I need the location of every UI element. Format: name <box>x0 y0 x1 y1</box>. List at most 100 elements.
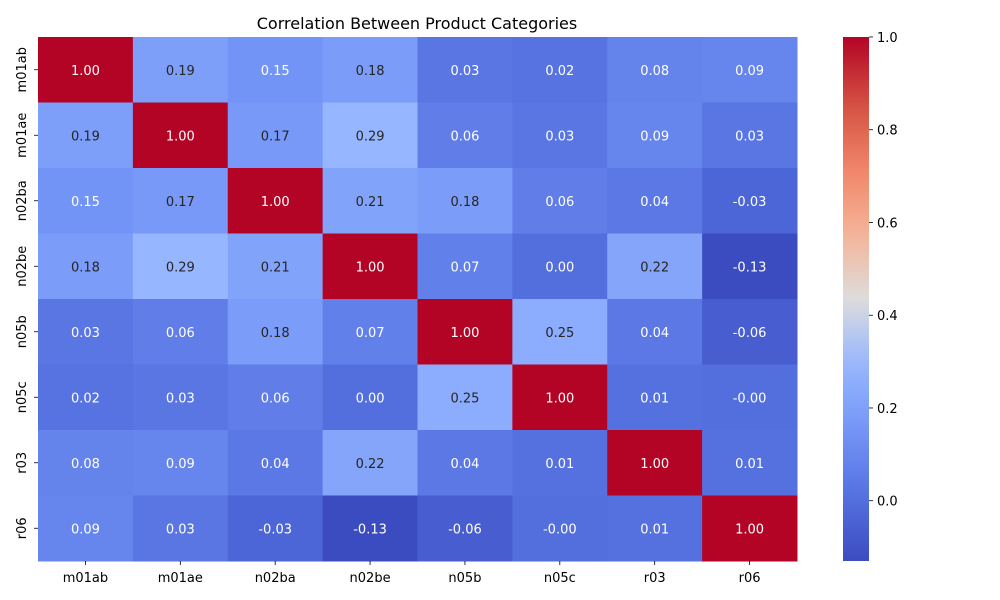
y-tick-label: n02ba <box>15 180 30 221</box>
heatmap-cell <box>607 430 703 496</box>
heatmap-cell <box>38 495 134 562</box>
cell-value-label: 1.00 <box>166 129 195 144</box>
heatmap-cell <box>227 233 324 300</box>
cell-value-label: 1.00 <box>356 260 385 275</box>
heatmap-cell <box>322 168 419 234</box>
cell-value-label: 0.08 <box>640 64 669 79</box>
heatmap-cell <box>322 364 419 431</box>
heatmap-cell <box>132 102 229 169</box>
heatmap-cell <box>607 364 703 431</box>
chart-title: Correlation Between Product Categories <box>257 14 577 33</box>
x-tick-label: m01ab <box>63 571 108 586</box>
cell-value-label: 0.03 <box>71 326 100 341</box>
heatmap-cell <box>702 168 798 234</box>
cell-value-label: 0.01 <box>545 457 574 472</box>
heatmap-cell <box>702 430 798 496</box>
heatmap-cell <box>227 102 324 169</box>
heatmap-cell <box>38 233 134 300</box>
cell-value-label: 0.25 <box>450 391 479 406</box>
cell-value-label: 0.09 <box>735 64 764 79</box>
cell-value-label: 0.15 <box>71 195 100 210</box>
cell-value-label: 0.07 <box>450 260 479 275</box>
y-tick-label: n05b <box>15 315 30 348</box>
x-tick-label: m01ae <box>158 571 203 586</box>
cell-value-label: -0.00 <box>543 522 577 537</box>
cell-value-label: 0.01 <box>640 522 669 537</box>
x-tick-label: r03 <box>644 571 666 586</box>
cell-value-label: 0.19 <box>166 64 195 79</box>
heatmap-cell <box>512 102 608 169</box>
heatmap-cell <box>417 364 513 431</box>
y-tick-label: n05c <box>15 381 30 413</box>
cell-value-label: 0.03 <box>166 522 195 537</box>
heatmap-cell <box>322 37 419 103</box>
heatmap-cell <box>702 495 798 562</box>
x-tick-label: n02ba <box>255 571 296 586</box>
heatmap-cell <box>702 102 798 169</box>
heatmap-cell <box>38 430 134 496</box>
heatmap-cell <box>417 430 513 496</box>
cell-value-label: 0.17 <box>166 195 195 210</box>
heatmap-cell <box>512 233 608 300</box>
heatmap-cell <box>512 430 608 496</box>
cell-value-label: 0.21 <box>356 195 385 210</box>
cell-value-label: 0.18 <box>450 195 479 210</box>
cell-value-label: 0.22 <box>356 457 385 472</box>
colorbar-tick-label: 0.4 <box>877 309 898 324</box>
heatmap-cell <box>38 299 134 365</box>
x-axis: m01ab m01ae n02ba n02be n05b n05c r03 r06 <box>63 561 761 586</box>
heatmap-cell <box>322 233 419 300</box>
heatmap-cell <box>512 364 608 431</box>
heatmap-cell <box>417 168 513 234</box>
colorbar-gradient <box>843 37 869 561</box>
cell-value-label: 0.22 <box>640 260 669 275</box>
cell-value-labels: 1.00 0.19 0.15 0.18 0.03 0.02 0.08 0.09 0.19 1.00… <box>71 64 766 538</box>
heatmap-cell <box>607 233 703 300</box>
x-tick-label: n05c <box>544 571 576 586</box>
heatmap-cell <box>132 495 229 562</box>
heatmap-cell <box>227 168 324 234</box>
cell-value-label: 1.00 <box>450 326 479 341</box>
colorbar-tick-label: 0.0 <box>877 495 898 510</box>
y-tick-label: m01ae <box>15 113 30 158</box>
heatmap-cell <box>132 430 229 496</box>
x-tick-label: r06 <box>739 571 761 586</box>
cell-value-label: -0.13 <box>733 260 767 275</box>
cell-value-label: 0.09 <box>71 522 100 537</box>
cell-value-label: 0.18 <box>356 64 385 79</box>
cell-value-label: 0.04 <box>261 457 290 472</box>
y-tick-label: n02be <box>15 246 30 287</box>
heatmap-cell <box>132 233 229 300</box>
heatmap-cell <box>512 37 608 103</box>
y-axis: m01ab m01ae n02ba n02be n05b n05c r03 r06 <box>15 47 38 539</box>
heatmap-cell <box>607 37 703 103</box>
cell-value-label: 0.00 <box>356 391 385 406</box>
heatmap-cell <box>702 299 798 365</box>
cell-value-label: 1.00 <box>71 64 100 79</box>
cell-value-label: 1.00 <box>640 457 669 472</box>
cell-value-label: 0.04 <box>640 195 669 210</box>
cell-value-label: 0.06 <box>261 391 290 406</box>
cell-value-label: 0.19 <box>71 129 100 144</box>
cell-value-label: 0.03 <box>735 129 764 144</box>
heatmap-cell <box>607 102 703 169</box>
cell-value-label: 0.21 <box>261 260 290 275</box>
heatmap-cell <box>227 37 324 103</box>
heatmap-cell <box>702 37 798 103</box>
cell-value-label: 0.06 <box>166 326 195 341</box>
cell-value-label: -0.06 <box>448 522 482 537</box>
cell-value-label: 0.29 <box>356 129 385 144</box>
cell-value-label: 0.18 <box>261 326 290 341</box>
cell-value-label: 0.25 <box>545 326 574 341</box>
heatmap-cell <box>132 364 229 431</box>
cell-value-label: 0.04 <box>640 326 669 341</box>
cell-value-label: 0.06 <box>545 195 574 210</box>
heatmap-cell <box>322 495 419 562</box>
heatmap-cell <box>417 495 513 562</box>
heatmap-cell <box>702 233 798 300</box>
y-tick-label: r06 <box>15 517 30 539</box>
cell-value-label: -0.00 <box>733 391 767 406</box>
heatmap-cell <box>702 364 798 431</box>
cell-value-label: 0.02 <box>71 391 100 406</box>
